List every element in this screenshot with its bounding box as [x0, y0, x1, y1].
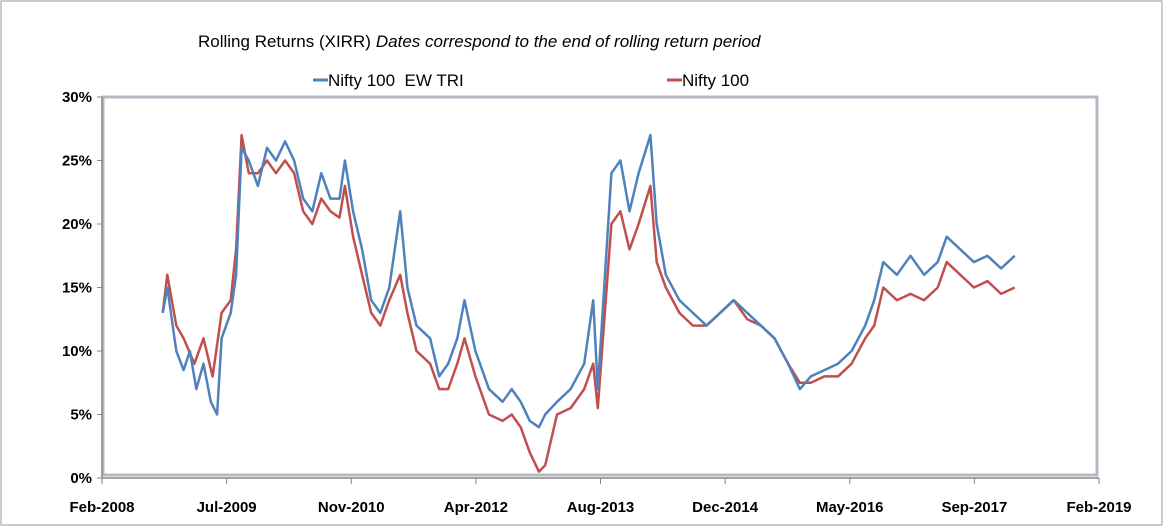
- x-tick-label: Feb-2019: [1066, 499, 1131, 516]
- title-subtitle: Dates correspond to the end of rolling r…: [376, 32, 761, 51]
- x-tick-label: Nov-2010: [318, 499, 385, 516]
- y-tick-label: 15%: [62, 280, 92, 297]
- y-tick-label: 10%: [62, 343, 92, 360]
- chart-title: Rolling Returns (XIRR) Dates correspond t…: [198, 32, 761, 51]
- legend-label-nifty100: Nifty 100: [682, 71, 749, 90]
- series-line-nifty100: [161, 133, 1016, 473]
- x-tick-label: Apr-2012: [444, 499, 508, 516]
- y-tick-label: 0%: [70, 470, 92, 487]
- legend: Nifty 100 EW TRI Nifty 100: [313, 71, 749, 90]
- y-tick-label: 20%: [62, 216, 92, 233]
- x-tick-label: Aug-2013: [567, 499, 635, 516]
- legend-label-ew-tri: Nifty 100 EW TRI: [328, 71, 464, 90]
- y-tick-label: 5%: [70, 407, 92, 424]
- plot-area: [101, 95, 1099, 477]
- y-tick-label: 30%: [62, 89, 92, 106]
- x-tick-label: Dec-2014: [692, 499, 759, 516]
- x-tick-label: Feb-2008: [69, 499, 134, 516]
- series-group: [161, 133, 1016, 473]
- title-main: Rolling Returns (XIRR): [198, 32, 371, 51]
- x-tick-label: Sep-2017: [941, 499, 1007, 516]
- x-tick-label: May-2016: [816, 499, 884, 516]
- axes: 0% 5% 10% 15% 20% 25% 30% Feb-2008 Jul-2009 Nov-2…: [62, 89, 1132, 516]
- series-line-ew-tri: [161, 133, 1016, 429]
- x-tick-label: Jul-2009: [197, 499, 257, 516]
- y-tick-label: 25%: [62, 153, 92, 170]
